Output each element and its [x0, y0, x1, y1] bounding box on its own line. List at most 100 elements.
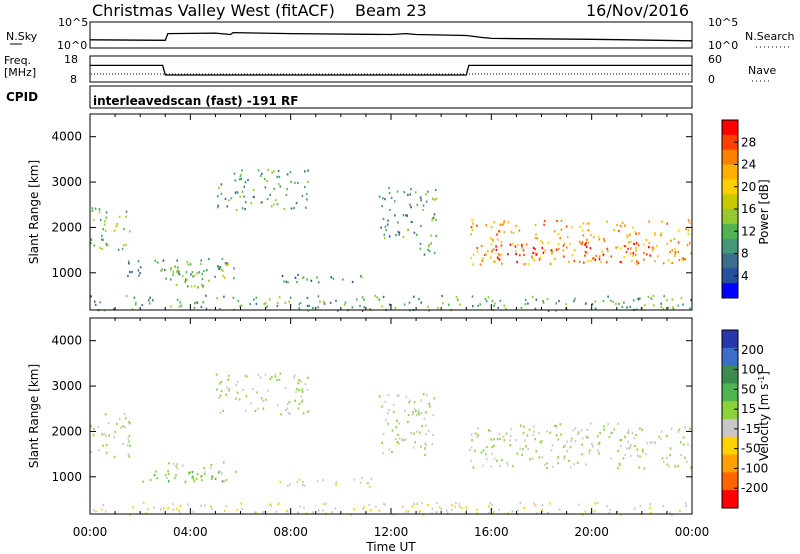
data-pixel — [124, 417, 127, 420]
data-pixel — [148, 302, 151, 305]
data-pixel — [673, 254, 676, 257]
data-pixel — [398, 437, 401, 440]
data-pixel — [209, 466, 212, 469]
data-pixel — [606, 220, 608, 223]
data-pixel — [382, 452, 385, 455]
data-pixel — [434, 188, 437, 192]
data-pixel — [505, 432, 508, 435]
data-pixel — [677, 250, 680, 254]
data-pixel — [531, 295, 534, 298]
data-pixel — [294, 181, 296, 184]
data-pixel — [170, 267, 173, 270]
data-pixel — [477, 304, 479, 307]
data-pixel — [465, 509, 468, 512]
data-pixel — [367, 481, 370, 485]
data-pixel — [485, 224, 488, 227]
data-pixel — [509, 439, 511, 442]
data-pixel — [427, 190, 429, 193]
data-pixel — [598, 255, 601, 258]
data-pixel — [125, 243, 127, 246]
data-pixel — [522, 249, 525, 252]
data-pixel — [416, 203, 419, 206]
data-pixel — [277, 169, 280, 173]
data-pixel — [484, 253, 486, 256]
data-pixel — [566, 235, 569, 239]
data-pixel — [127, 260, 130, 263]
data-pixel — [619, 438, 621, 442]
data-pixel — [599, 431, 601, 435]
data-pixel — [131, 308, 134, 311]
data-pixel — [366, 482, 369, 485]
data-pixel — [225, 393, 227, 396]
colorbar-tick-label: 16 — [741, 202, 756, 216]
data-pixel — [232, 296, 235, 299]
data-pixel — [220, 390, 223, 393]
data-pixel — [527, 302, 529, 305]
data-pixel — [492, 248, 495, 251]
colorbar-swatch — [722, 490, 738, 509]
data-pixel — [516, 452, 519, 455]
data-pixel — [596, 435, 599, 438]
data-pixel — [426, 394, 428, 397]
data-pixel — [535, 253, 538, 256]
data-pixel — [394, 200, 396, 203]
data-pixel — [298, 303, 300, 306]
data-pixel — [407, 510, 410, 513]
data-pixel — [217, 206, 219, 209]
data-pixel — [670, 239, 672, 242]
data-pixel — [381, 305, 384, 308]
data-pixel — [635, 242, 638, 245]
colorbar-tick-label: 20 — [741, 180, 756, 194]
data-pixel — [276, 203, 279, 206]
data-pixel — [558, 508, 561, 511]
data-pixel — [625, 250, 628, 253]
data-pixel — [270, 504, 272, 507]
data-pixel — [129, 230, 131, 233]
nsky-frame — [89, 21, 693, 49]
data-pixel — [603, 238, 605, 241]
data-pixel — [471, 228, 474, 231]
data-pixel — [565, 225, 568, 228]
data-pixel — [605, 261, 608, 264]
data-pixel — [523, 253, 525, 256]
data-pixel — [301, 277, 304, 280]
data-pixel — [633, 242, 635, 246]
data-pixel — [335, 299, 337, 302]
data-pixel — [416, 413, 418, 416]
data-pixel — [552, 250, 554, 253]
data-pixel — [560, 228, 563, 231]
data-pixel — [307, 309, 310, 312]
data-pixel — [562, 244, 565, 247]
data-pixel — [235, 397, 237, 400]
data-pixel — [534, 438, 536, 441]
data-pixel — [573, 249, 576, 252]
data-pixel — [496, 238, 499, 241]
freq-tick-top: 18 — [64, 53, 78, 66]
data-pixel — [423, 253, 426, 256]
data-pixel — [122, 442, 124, 446]
data-pixel — [413, 231, 416, 234]
data-pixel — [184, 480, 187, 484]
data-pixel — [219, 411, 222, 414]
data-pixel — [102, 228, 104, 231]
data-pixel — [369, 509, 372, 512]
data-pixel — [409, 193, 412, 196]
data-pixel — [554, 424, 556, 427]
data-pixel — [642, 450, 644, 453]
data-pixel — [435, 234, 437, 238]
data-pixel — [189, 263, 192, 266]
data-pixel — [391, 429, 394, 432]
data-pixel — [172, 273, 174, 276]
data-pixel — [244, 374, 246, 377]
data-pixel — [267, 389, 269, 392]
data-pixel — [312, 511, 314, 514]
data-pixel — [594, 300, 597, 303]
data-pixel — [636, 262, 638, 266]
data-pixel — [427, 430, 430, 433]
data-pixel — [585, 302, 588, 305]
data-pixel — [413, 295, 415, 298]
data-pixel — [430, 242, 433, 245]
data-pixel — [236, 191, 239, 194]
data-pixel — [172, 508, 175, 511]
data-pixel — [105, 216, 108, 219]
